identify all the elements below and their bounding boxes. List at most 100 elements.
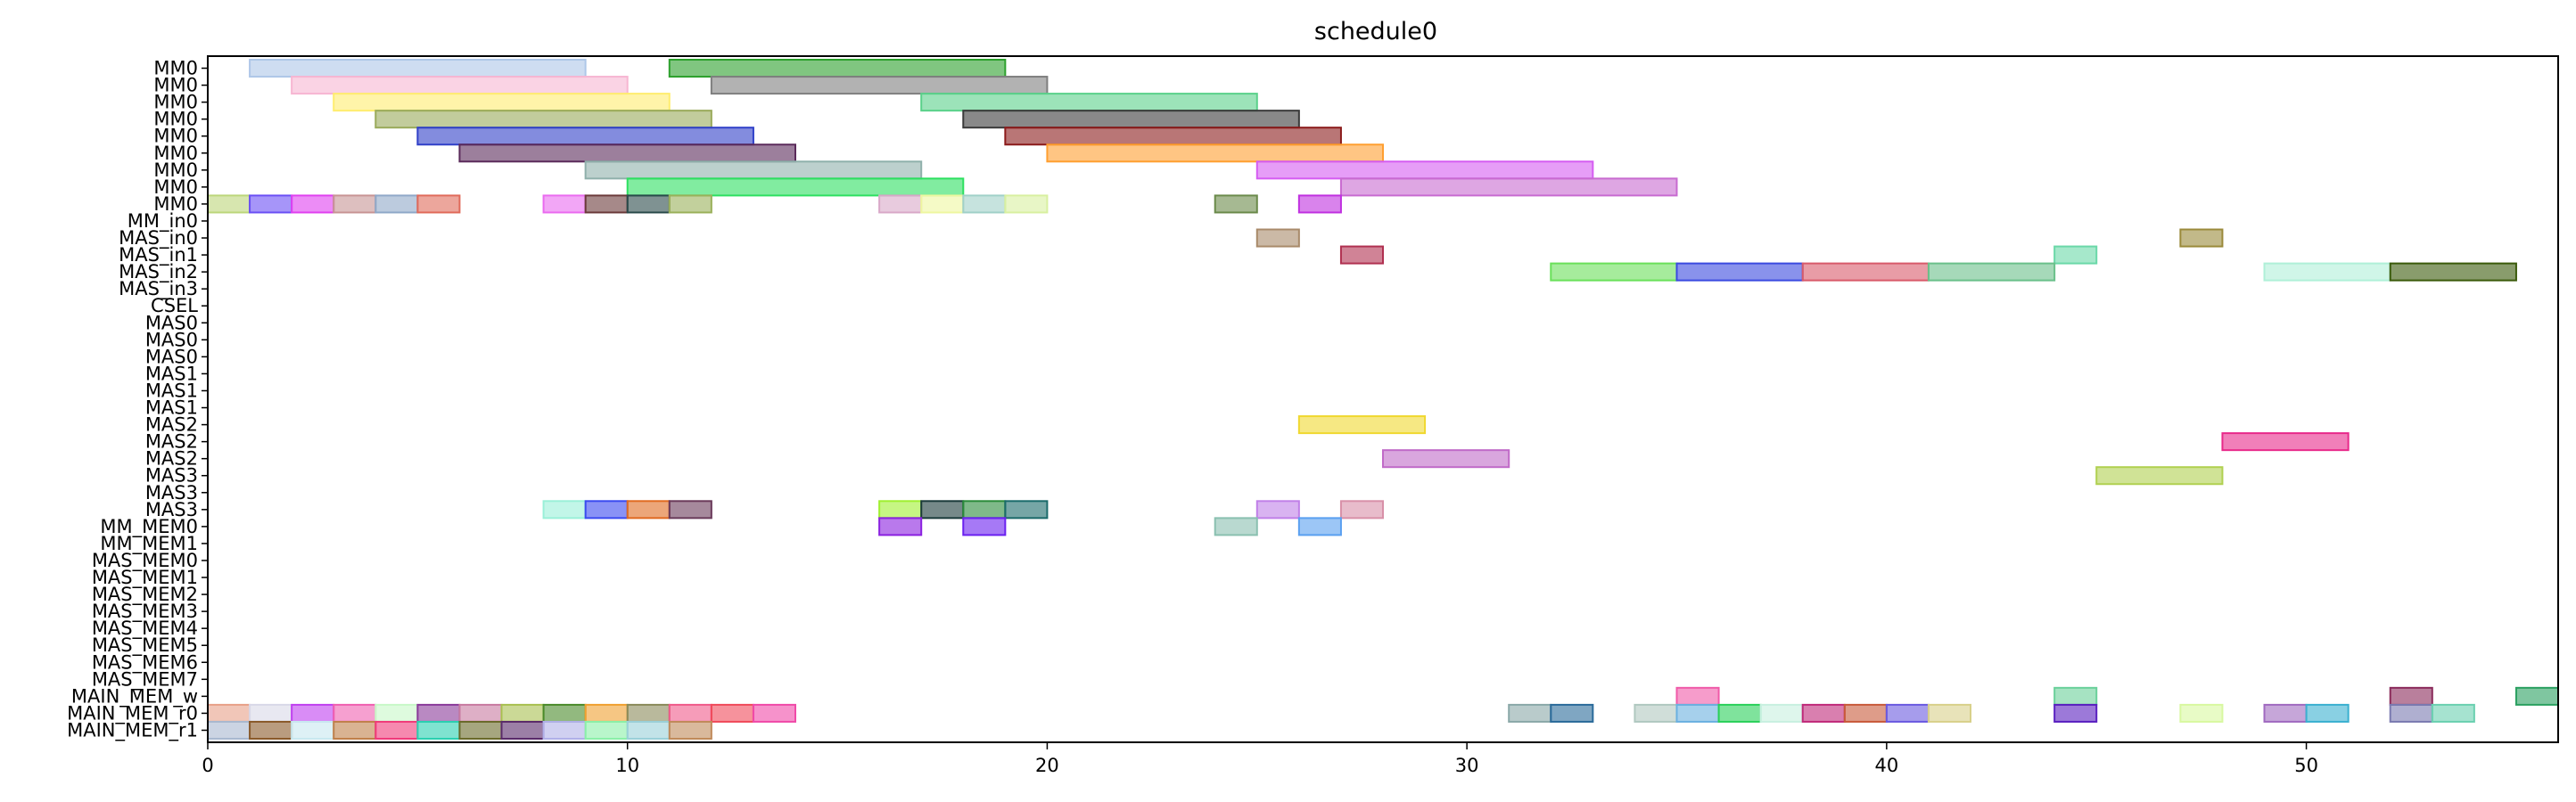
x-axis: 0 10 20 30 40 50 bbox=[202, 742, 2318, 776]
task-bar bbox=[2263, 703, 2308, 723]
y-tick-label: MM0 bbox=[153, 126, 198, 147]
plot-frame bbox=[207, 55, 2559, 743]
task-bar bbox=[1675, 686, 1720, 706]
x-tick-label: 30 bbox=[1455, 755, 1479, 776]
y-tick-label: MM_in0 bbox=[128, 210, 198, 233]
task-bar bbox=[584, 703, 629, 723]
task-bar bbox=[249, 194, 293, 214]
task-bar bbox=[249, 720, 293, 741]
y-tick-label: MAS_MEM5 bbox=[92, 634, 198, 657]
task-bar bbox=[668, 703, 712, 723]
task-bar bbox=[920, 93, 1258, 112]
task-bar bbox=[1801, 703, 1846, 723]
task-bar bbox=[1297, 517, 1342, 536]
task-bar bbox=[584, 160, 923, 180]
task-bar bbox=[374, 110, 712, 129]
task-bar bbox=[1339, 500, 1385, 520]
task-bar bbox=[878, 517, 923, 536]
task-bar bbox=[1759, 703, 1804, 723]
task-bar bbox=[2053, 686, 2098, 706]
task-bar bbox=[1255, 500, 1300, 520]
x-tick-label: 40 bbox=[1874, 755, 1898, 776]
task-bar bbox=[2514, 686, 2559, 706]
task-bar bbox=[1885, 703, 1930, 723]
task-bar bbox=[752, 703, 797, 723]
y-tick-label: MM0 bbox=[153, 75, 198, 96]
task-bar bbox=[1004, 194, 1049, 214]
task-bar bbox=[668, 720, 712, 741]
y-tick-label: MAS_in1 bbox=[119, 244, 198, 266]
y-tick-label: MAS_MEM4 bbox=[92, 618, 198, 640]
task-bar bbox=[668, 500, 712, 520]
task-bar bbox=[1297, 194, 1342, 214]
task-bar bbox=[1004, 127, 1342, 146]
task-bar bbox=[2389, 703, 2433, 723]
task-bar bbox=[2305, 703, 2350, 723]
task-bar bbox=[626, 177, 965, 197]
task-bar bbox=[710, 703, 754, 723]
x-tick-label: 20 bbox=[1035, 755, 1059, 776]
y-tick-label: MM0 bbox=[153, 58, 198, 79]
y-tick-label: MAIN_MEM_r0 bbox=[67, 702, 198, 724]
task-bar bbox=[333, 720, 377, 741]
y-tick-label: MM0 bbox=[153, 92, 198, 113]
task-bar bbox=[416, 127, 754, 146]
task-bar bbox=[2389, 262, 2517, 282]
task-bar bbox=[584, 500, 629, 520]
task-bar bbox=[374, 720, 419, 741]
y-tick-label: MAS0 bbox=[145, 312, 198, 333]
y-tick-label: MAS_MEM7 bbox=[92, 668, 198, 691]
task-bar bbox=[207, 194, 251, 214]
task-bar bbox=[962, 500, 1007, 520]
task-bar bbox=[878, 194, 923, 214]
task-bar bbox=[668, 59, 1007, 78]
task-bar bbox=[1255, 160, 1594, 180]
task-bar bbox=[500, 720, 545, 741]
task-bar bbox=[1339, 177, 1678, 197]
y-tick-label: MAS0 bbox=[145, 346, 198, 367]
task-bar bbox=[584, 194, 629, 214]
task-bar bbox=[291, 703, 335, 723]
task-bar bbox=[333, 194, 377, 214]
y-tick-label: MAS_in2 bbox=[119, 261, 198, 283]
y-tick-label: MAS0 bbox=[145, 329, 198, 350]
task-bar bbox=[920, 194, 965, 214]
y-tick-label: MAS_MEM0 bbox=[92, 550, 198, 572]
task-bar bbox=[1634, 703, 1678, 723]
y-tick-label: MAS1 bbox=[145, 397, 198, 419]
task-bar bbox=[1297, 415, 1427, 435]
task-bar bbox=[500, 703, 545, 723]
task-bar bbox=[1214, 517, 1258, 536]
y-axis: MM0MM0MM0MM0MM0MM0MM0MM0MM0MM_in0MAS_in0… bbox=[67, 58, 208, 741]
task-bar bbox=[1550, 262, 1678, 282]
task-bar bbox=[207, 703, 251, 723]
task-bar bbox=[626, 720, 671, 741]
y-tick-label: MAS2 bbox=[145, 414, 198, 436]
task-bar bbox=[1508, 703, 1552, 723]
task-bar bbox=[458, 720, 503, 741]
y-tick-label: MAS1 bbox=[145, 380, 198, 401]
task-bar bbox=[1927, 703, 1971, 723]
task-bar bbox=[710, 76, 1049, 95]
y-tick-label: MAS3 bbox=[145, 499, 198, 520]
task-bar bbox=[542, 194, 587, 214]
task-bar bbox=[626, 500, 671, 520]
task-bar bbox=[1255, 228, 1300, 248]
y-tick-label: MAS_MEM2 bbox=[92, 584, 198, 606]
task-bar bbox=[333, 93, 671, 112]
task-bar bbox=[878, 500, 923, 520]
task-bar bbox=[668, 194, 712, 214]
task-bar bbox=[416, 194, 461, 214]
task-bar bbox=[962, 110, 1300, 129]
task-bar bbox=[1801, 262, 1930, 282]
task-bar bbox=[1339, 245, 1385, 265]
y-tick-label: MM0 bbox=[153, 193, 198, 215]
x-tick-label: 10 bbox=[615, 755, 639, 776]
task-bar bbox=[1927, 262, 2056, 282]
y-tick-label: MAIN_MEM_w bbox=[71, 685, 198, 708]
x-tick-label: 0 bbox=[202, 755, 213, 776]
y-tick-label: MAS_MEM6 bbox=[92, 651, 198, 674]
y-tick-label: MAS_in3 bbox=[119, 278, 198, 300]
task-bars bbox=[207, 59, 2559, 741]
